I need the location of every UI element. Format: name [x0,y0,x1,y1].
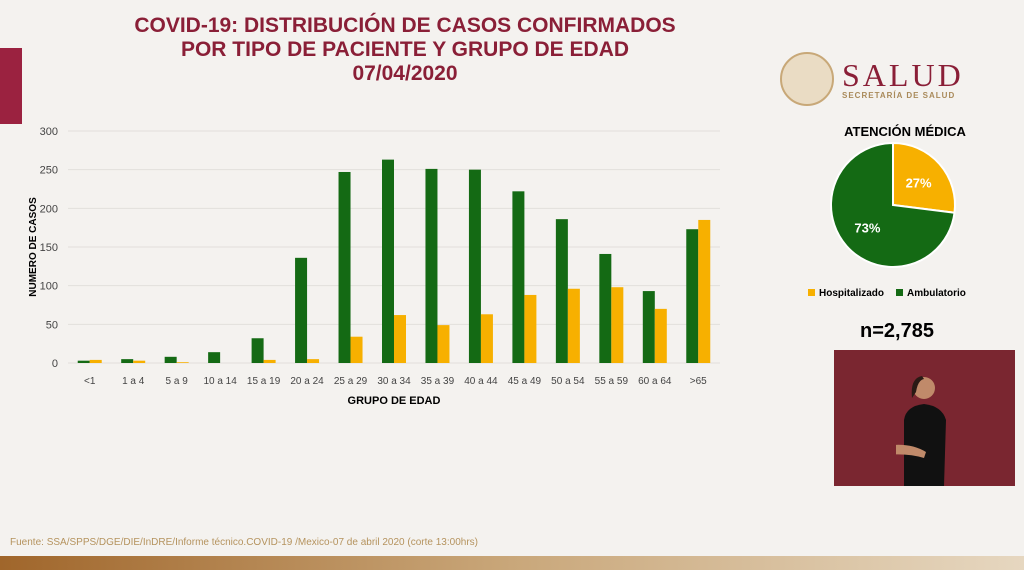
bar-ambulatorio [251,338,264,363]
bar-hospitalizado [480,314,493,363]
y-tick-label: 0 [52,358,58,370]
bar-hospitalizado [567,288,580,363]
x-tick-label: 10 a 14 [203,376,237,387]
legend-ambulatorio: Ambulatorio [896,288,966,299]
pie-slice-hospitalizado [892,141,956,214]
x-tick-label: 35 a 39 [421,376,455,387]
title-line1: COVID-19: DISTRIBUCIÓN DE CASOS CONFIRMA… [134,14,676,37]
x-tick-label: 20 a 24 [290,376,324,387]
bar-ambulatorio [686,229,699,363]
pie-label: 27% [906,175,932,190]
logo-subtitle: SECRETARÍA DE SALUD [842,90,956,100]
bar-hospitalizado [524,294,537,363]
sign-language-video [834,350,1015,486]
legend-hospitalizado: Hospitalizado [808,288,884,299]
bar-hospitalizado [611,287,624,363]
total-count: n=2,785 [860,320,934,342]
x-axis-label: GRUPO DE EDAD [348,395,441,407]
x-tick-label: 15 a 19 [247,376,281,387]
bar-hospitalizado [394,315,406,363]
y-tick-label: 150 [40,242,58,254]
x-tick-label: 30 a 34 [377,376,411,387]
x-tick-label: 1 a 4 [122,376,145,387]
y-axis-label: NUMERO DE CASOS [28,197,39,297]
bar-hospitalizado [133,360,146,363]
x-tick-label: 40 a 44 [464,376,498,387]
bar-ambulatorio [382,159,394,363]
salud-logo: SALUD SECRETARÍA DE SALUD [780,52,964,106]
bar-hospitalizado [698,219,711,363]
y-tick-label: 100 [40,281,58,293]
bar-ambulatorio [468,169,481,363]
pie-slice-ambulatorio [830,141,956,268]
decorative-bar [0,48,22,124]
x-tick-label: 25 a 29 [334,376,368,387]
bar-hospitalizado [89,359,102,363]
legend: Hospitalizado Ambulatorio [808,288,966,299]
x-tick-label: 55 a 59 [595,376,629,387]
seal-icon [780,52,834,106]
title-date: 07/04/2020 [352,62,458,85]
logo-name: SALUD [842,56,964,93]
bar-hospitalizado [437,325,450,363]
bar-ambulatorio [555,219,568,363]
footer-bar [0,556,1024,570]
y-tick-label: 50 [46,319,58,331]
interpreter-figure [896,376,946,486]
bar-ambulatorio [77,360,90,363]
bar-ambulatorio [121,359,134,363]
x-tick-label: >65 [690,376,707,387]
x-tick-label: 45 a 49 [508,376,542,387]
bar-ambulatorio [599,253,612,363]
x-tick-label: 5 a 9 [166,376,189,387]
bar-hospitalizado [176,362,189,363]
pie-label: 73% [854,221,880,236]
y-tick-label: 200 [40,203,58,215]
bar-ambulatorio [164,356,177,363]
x-tick-label: 50 a 54 [551,376,585,387]
bar-hospitalizado [263,359,276,363]
bar-ambulatorio [295,257,308,363]
x-tick-label: <1 [84,376,96,387]
page-title: COVID-19: DISTRIBUCIÓN DE CASOS CONFIRMA… [60,14,750,86]
bar-ambulatorio [642,291,655,363]
pie-title: ATENCIÓN MÉDICA [844,124,966,139]
bar-hospitalizado [350,336,363,363]
source-note: Fuente: SSA/SPPS/DGE/DIE/InDRE/Informe t… [10,537,478,548]
bar-ambulatorio [338,171,351,363]
bar-ambulatorio [208,352,221,363]
x-tick-label: 60 a 64 [638,376,672,387]
chart-canvas: 0 50 100 150 200 250 300 <1 1 a 4 5 a 9 10 a 14 15 … [28,126,956,407]
title-line2: POR TIPO DE PACIENTE Y GRUPO DE EDAD [180,38,630,61]
bar-hospitalizado [654,308,667,363]
y-tick-label: 300 [40,126,58,138]
y-tick-label: 250 [40,165,58,177]
bar-hospitalizado [307,359,320,363]
bar-ambulatorio [512,191,525,363]
bar-ambulatorio [425,168,438,363]
